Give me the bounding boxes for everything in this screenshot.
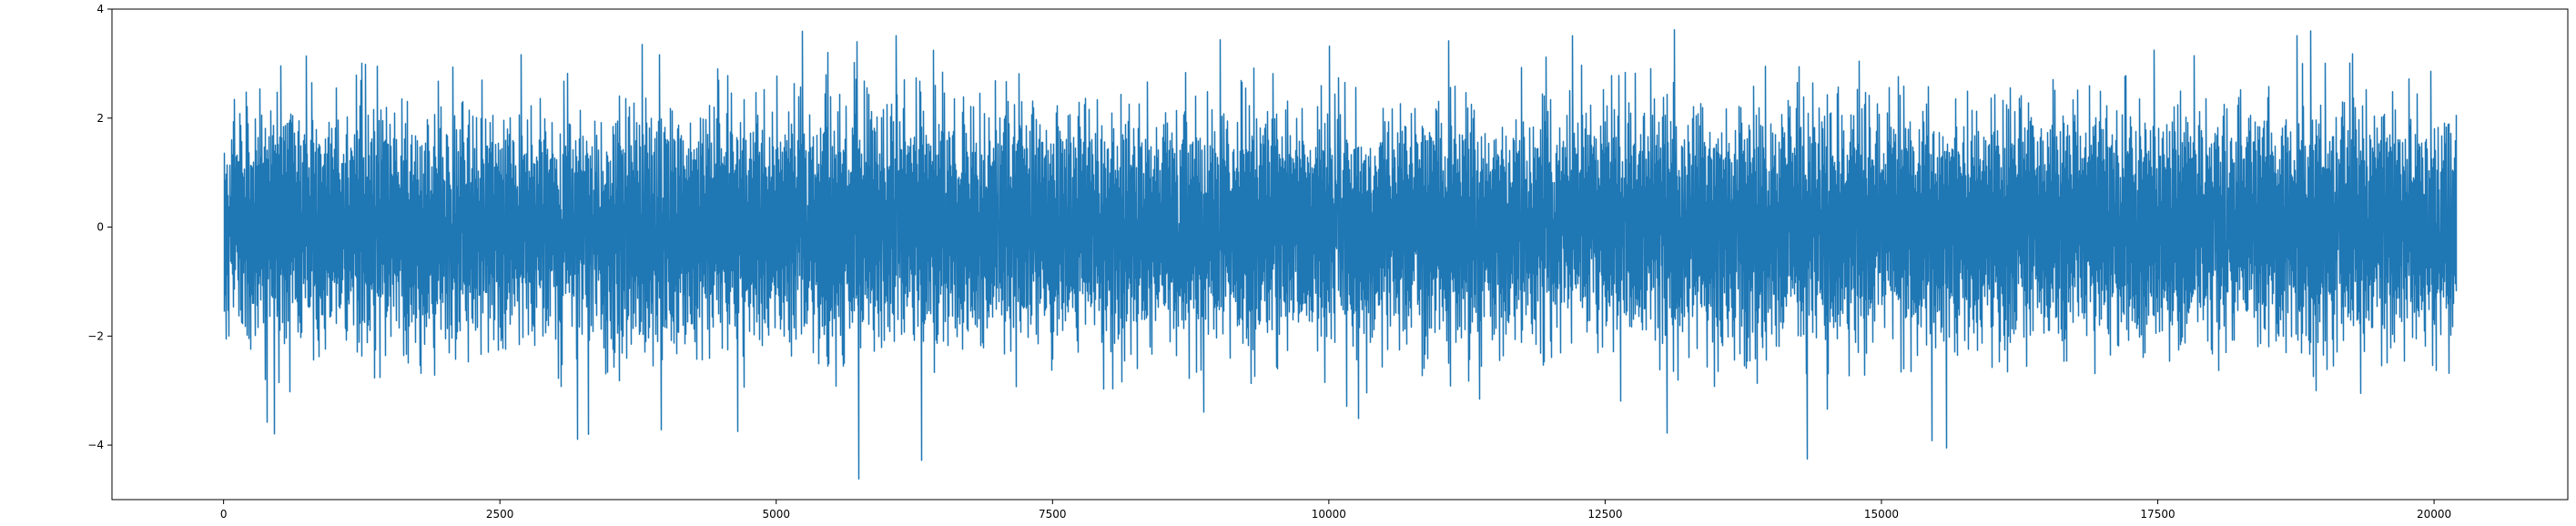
y-tick-label: 2 bbox=[96, 112, 104, 125]
x-tick-label: 5000 bbox=[762, 508, 790, 521]
series-line bbox=[223, 29, 2458, 480]
y-tick-label: −4 bbox=[87, 439, 104, 451]
y-tick-label: 0 bbox=[96, 221, 104, 234]
y-tick-label: 4 bbox=[96, 3, 104, 15]
x-tick-label: 0 bbox=[220, 508, 228, 521]
x-tick-label: 10000 bbox=[1312, 508, 1346, 521]
y-tick-label: −2 bbox=[87, 329, 104, 342]
axes-frame bbox=[111, 8, 2569, 501]
series-layer bbox=[223, 29, 2458, 480]
x-tick-label: 2500 bbox=[486, 508, 514, 521]
x-tick-label: 12500 bbox=[1587, 508, 1622, 521]
x-tick-label: 7500 bbox=[1039, 508, 1067, 521]
x-tick-label: 20000 bbox=[2417, 508, 2451, 521]
x-tick-label: 17500 bbox=[2140, 508, 2175, 521]
x-tick-label: 15000 bbox=[1864, 508, 1899, 521]
axes-layer: 0 2500 5000 7500 10000 12500 15000 17500 20000 −4… bbox=[87, 3, 2569, 521]
